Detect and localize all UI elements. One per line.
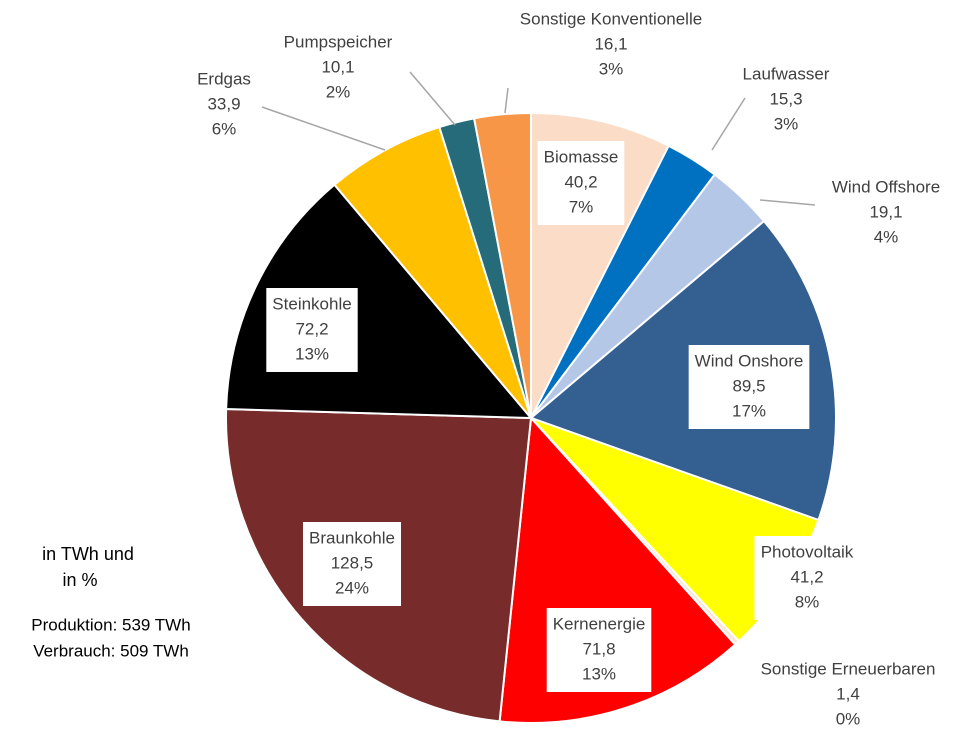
percentage-label: 4% (874, 227, 899, 246)
value-label: 19,1 (869, 202, 902, 221)
category-label: Steinkohle (272, 294, 351, 313)
label-box (266, 288, 358, 372)
category-label: Pumpspeicher (284, 32, 393, 51)
label-box (688, 345, 810, 429)
value-label: 40,2 (564, 172, 597, 191)
leader-line (759, 199, 816, 206)
label-box (754, 536, 860, 620)
label-box (302, 522, 402, 606)
percentage-label: 24% (335, 578, 369, 597)
percentage-label: 8% (795, 592, 820, 611)
percentage-label: 13% (295, 344, 329, 363)
note: in % (62, 570, 97, 590)
value-label: 16,1 (594, 34, 627, 53)
note: in TWh und (42, 544, 134, 564)
data-label: Wind Onshore 89,5 17% (688, 345, 810, 429)
data-label: Pumpspeicher 10,1 2% (284, 32, 393, 101)
data-label: Photovoltaik 41,2 8% (754, 536, 860, 620)
data-label: Laufwasser 15,3 3% (743, 64, 830, 133)
category-label: Erdgas (197, 69, 251, 88)
value-label: 128,5 (331, 553, 374, 572)
leader-line (409, 71, 456, 126)
value-label: 15,3 (769, 89, 802, 108)
leader-line (711, 97, 746, 151)
category-label: Biomasse (544, 147, 619, 166)
data-label: Kernenergie 71,8 13% (546, 608, 652, 692)
data-label: Braunkohle 128,5 24% (302, 522, 402, 606)
data-label: Sonstige Erneuerbaren 1,4 0% (761, 659, 936, 728)
pie-slice (333, 125, 532, 419)
category-label: Sonstige Konventionelle (520, 9, 702, 28)
data-label: Steinkohle 72,2 13% (266, 288, 358, 372)
percentage-label: 13% (582, 664, 616, 683)
value-label: 10,1 (321, 57, 354, 76)
value-label: 1,4 (836, 684, 860, 703)
label-box (537, 141, 625, 225)
data-label: Sonstige Konventionelle 16,1 3% (520, 9, 702, 78)
category-label: Kernenergie (553, 614, 646, 633)
percentage-label: 0% (836, 709, 861, 728)
data-label: Wind Offshore 19,1 4% (832, 177, 940, 246)
category-label: Photovoltaik (761, 542, 854, 561)
percentage-label: 3% (774, 114, 799, 133)
percentage-label: 2% (326, 82, 351, 101)
category-label: Braunkohle (309, 528, 395, 547)
category-label: Wind Onshore (695, 351, 804, 370)
value-label: 33,9 (207, 94, 240, 113)
pie-slice (529, 219, 837, 522)
value-label: 89,5 (732, 376, 765, 395)
category-label: Wind Offshore (832, 177, 940, 196)
note: Verbrauch: 509 TWh (33, 641, 189, 660)
value-label: 71,8 (582, 639, 615, 658)
value-label: 41,2 (790, 567, 823, 586)
percentage-label: 6% (212, 119, 237, 138)
data-label: Erdgas 33,9 6% (197, 69, 251, 138)
note: Produktion: 539 TWh (31, 615, 190, 634)
category-label: Sonstige Erneuerbaren (761, 659, 936, 678)
percentage-label: 17% (732, 401, 766, 420)
percentage-label: 3% (599, 59, 624, 78)
label-box (546, 608, 652, 692)
leader-line (504, 87, 509, 114)
percentage-label: 7% (569, 197, 594, 216)
value-label: 72,2 (295, 319, 328, 338)
data-label: Biomasse 40,2 7% (537, 141, 625, 225)
leader-line (261, 106, 386, 151)
pie-slice (472, 111, 532, 419)
category-label: Laufwasser (743, 64, 830, 83)
